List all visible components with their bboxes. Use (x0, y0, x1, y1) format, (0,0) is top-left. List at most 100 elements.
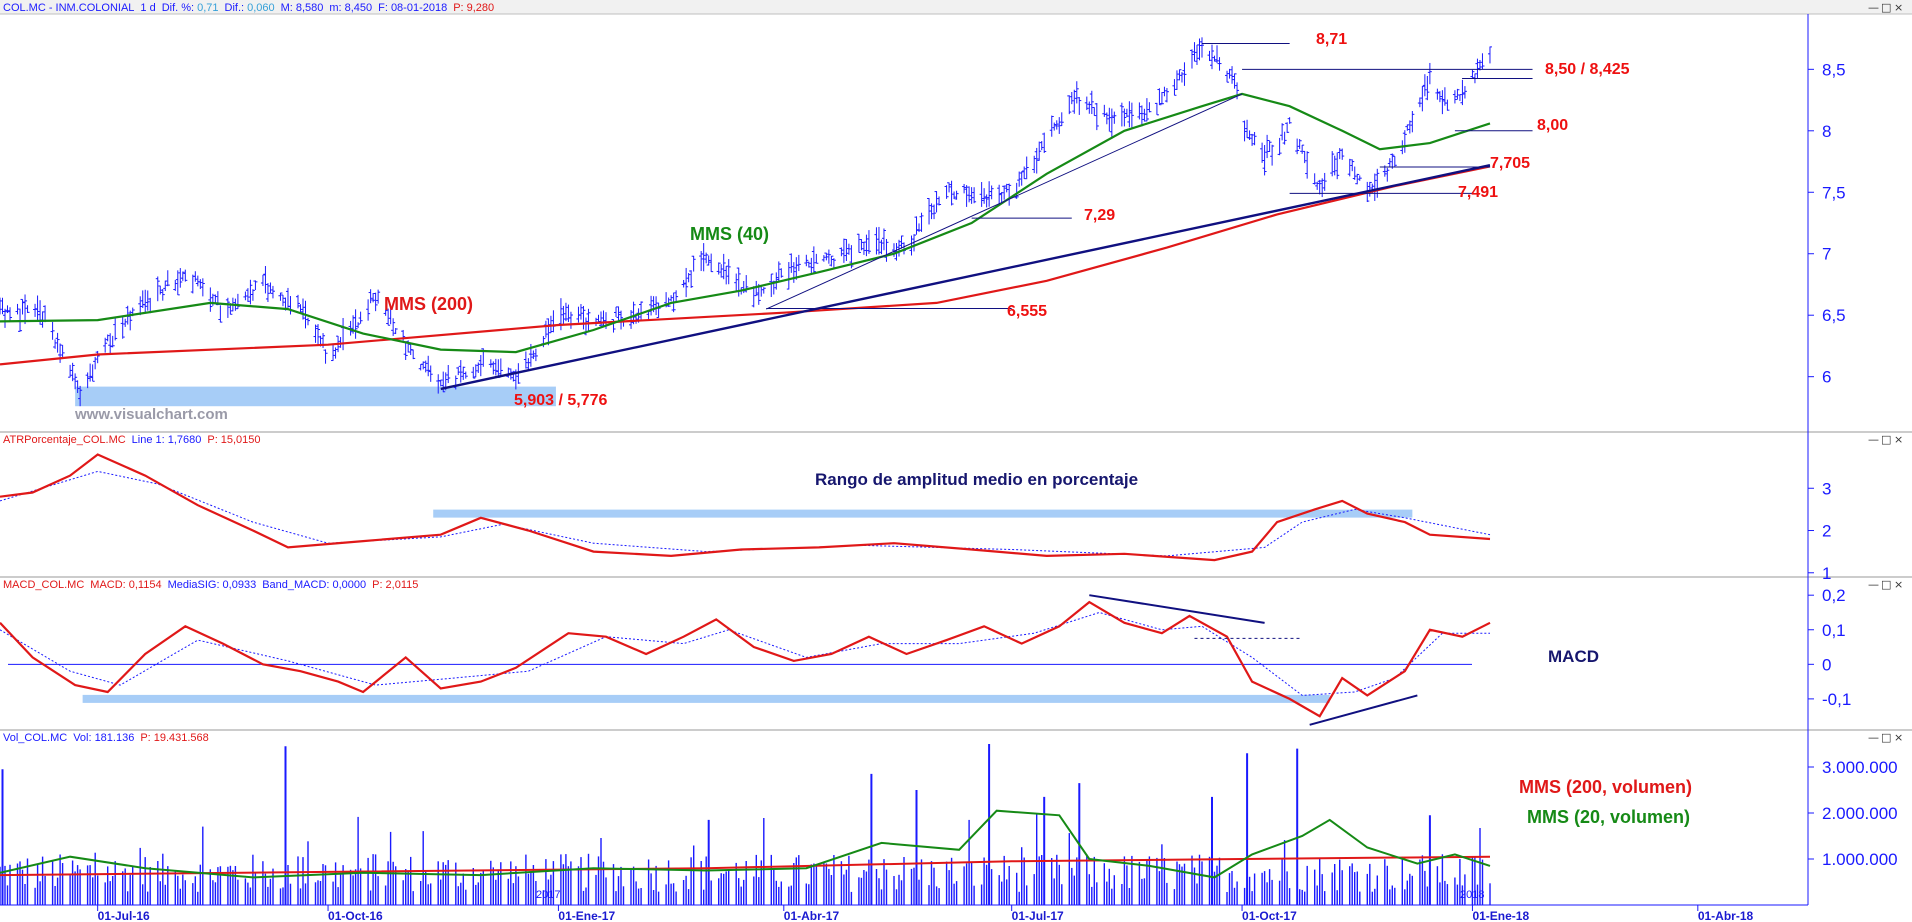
window-maximize-button[interactable]: □ (1881, 1, 1891, 14)
price-bar (1475, 58, 1480, 79)
price-bar (769, 273, 774, 297)
price-bar (155, 276, 160, 302)
price-bar (1049, 115, 1054, 137)
price-bar (846, 243, 851, 255)
price-bar (1072, 89, 1077, 114)
price-bar (1074, 81, 1079, 104)
atr-header-bar (0, 432, 1912, 446)
price-bar (348, 320, 353, 336)
price-bar (669, 295, 674, 302)
price-bar (1177, 69, 1182, 81)
price-bar (561, 305, 566, 325)
price-bar (1107, 107, 1112, 132)
price-bar (982, 188, 987, 204)
price-bar (1357, 175, 1362, 181)
atr-title: Rango de amplitud medio en porcentaje (815, 470, 1138, 489)
price-bar (1247, 130, 1252, 141)
price-y-axis-label: 6 (1822, 368, 1831, 387)
price-bar (689, 270, 694, 288)
window-maximize-button[interactable]: □ (1881, 731, 1891, 744)
price-level-label: 7,705 (1490, 155, 1530, 172)
price-bar (1227, 68, 1232, 79)
window-maximize-button[interactable]: □ (1881, 578, 1891, 591)
price-bar (23, 294, 28, 325)
price-bar (15, 303, 20, 315)
price-bar (306, 317, 311, 326)
price-bar (95, 350, 100, 364)
price-bar (721, 253, 726, 280)
price-bar (138, 296, 143, 316)
price-bar (1059, 112, 1064, 127)
price-bar (1199, 37, 1204, 58)
price-bar (947, 182, 952, 193)
price-bar (1355, 173, 1360, 185)
price-bar (1147, 102, 1152, 113)
window-controls[interactable]: — □ ×— □ ×— □ ×— □ × (1868, 1, 1903, 744)
price-bar (949, 180, 954, 206)
window-minimize-button[interactable]: — (1868, 731, 1879, 744)
price-bar (1119, 102, 1124, 127)
macd-y-axis-label: -0,1 (1822, 690, 1851, 709)
price-bar (716, 262, 721, 275)
price-bar (120, 316, 125, 339)
price-bar (649, 295, 654, 316)
price-bar (841, 238, 846, 263)
window-minimize-button[interactable]: — (1868, 1, 1879, 14)
price-bar (1402, 130, 1407, 153)
window-close-button[interactable]: × (1894, 433, 1903, 446)
atr-y-axis-label: 2 (1822, 522, 1831, 541)
price-bar (523, 351, 528, 369)
price-bar (726, 259, 731, 285)
price-bar (53, 339, 58, 349)
price-bar (463, 371, 468, 379)
price-bar (453, 375, 458, 390)
window-close-button[interactable]: × (1894, 1, 1903, 14)
price-bar (548, 315, 553, 334)
price-bar (1315, 181, 1320, 190)
price-bar (1144, 98, 1149, 122)
price-bar (78, 385, 83, 407)
macd-signal-line (0, 611, 1490, 696)
price-bar (919, 212, 924, 232)
price-bar (1122, 108, 1127, 127)
price-bar (1262, 145, 1267, 176)
price-bar (581, 305, 586, 330)
x-axis-label: 01-Ene-18 (1472, 909, 1529, 922)
price-level-label: 8,50 / 8,425 (1545, 61, 1630, 78)
window-maximize-button[interactable]: □ (1881, 433, 1891, 446)
price-bar (180, 271, 185, 281)
price-level-label: 5,903 / 5,776 (514, 392, 608, 409)
annotations: 8,71 8,50 / 8,425 8,00 7,705 7,491 7,29 6,555 5… (440, 31, 1630, 726)
price-bar (1034, 147, 1039, 174)
price-bar (674, 290, 679, 303)
price-bar (1390, 153, 1395, 169)
macd-header-text: MACD_COL.MC MACD: 0,1154 MediaSIG: 0,0933 Ban… (3, 579, 418, 591)
window-minimize-button[interactable]: — (1868, 433, 1879, 446)
window-close-button[interactable]: × (1894, 578, 1903, 591)
price-bar (1270, 144, 1275, 166)
price-bar (1417, 97, 1422, 108)
price-bar (1042, 132, 1047, 154)
price-bar (1137, 102, 1142, 120)
price-bar (1452, 90, 1457, 104)
price-bar (93, 356, 98, 370)
price-bar (165, 270, 170, 287)
price-bar (879, 239, 884, 255)
macd-line (0, 600, 1491, 718)
price-bar (917, 223, 922, 233)
window-minimize-button[interactable]: — (1868, 578, 1879, 591)
price-bar (58, 343, 63, 363)
price-bar (1154, 102, 1159, 116)
price-bar (586, 308, 591, 332)
price-bar (1017, 171, 1022, 187)
price-bar (1330, 151, 1335, 177)
price-bar (175, 270, 180, 296)
price-bar (1197, 38, 1202, 61)
price-bar (260, 274, 265, 287)
price-bar (786, 262, 791, 290)
price-bar (1139, 105, 1144, 127)
atr-y-axis-label: 3 (1822, 479, 1831, 498)
window-close-button[interactable]: × (1894, 731, 1903, 744)
price-bar (316, 324, 321, 346)
